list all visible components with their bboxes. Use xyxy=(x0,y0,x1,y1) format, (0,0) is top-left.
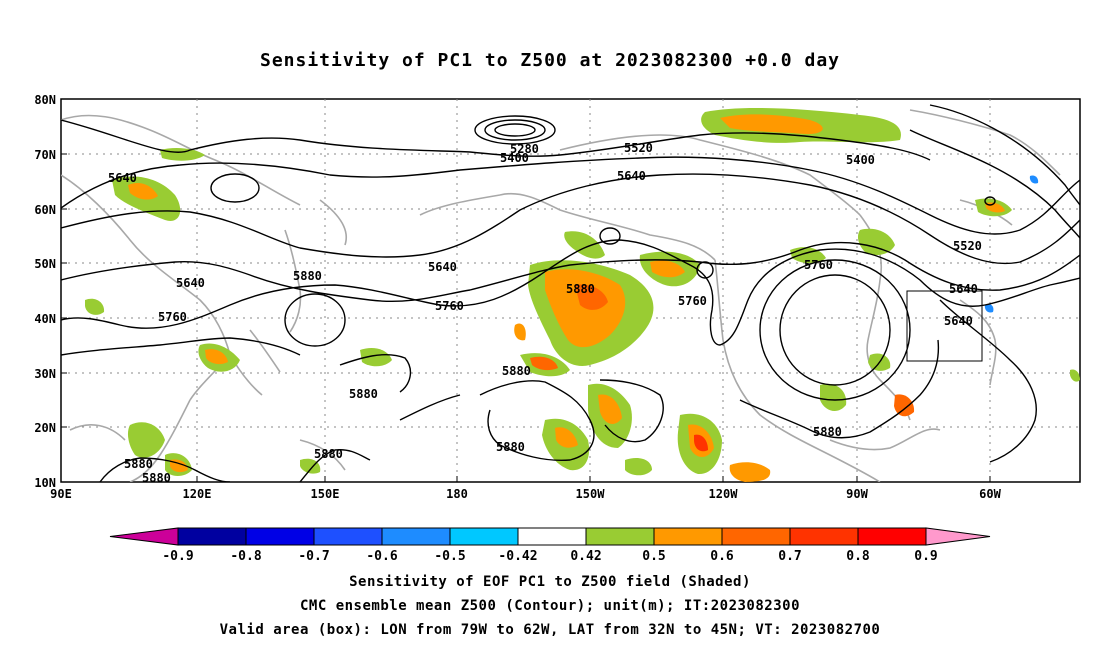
caption-line-2: CMC ensemble mean Z500 (Contour); unit(m… xyxy=(299,598,800,614)
lat-label: 30N xyxy=(34,367,56,381)
contour-label: 5760 xyxy=(678,294,707,308)
colorbar-tick-label: 0.8 xyxy=(846,549,870,564)
colorbar-tick-label: -0.9 xyxy=(162,549,193,564)
colorbar-tick-label: -0.42 xyxy=(498,549,537,564)
contour-label: 5520 xyxy=(624,141,653,155)
lon-label: 120E xyxy=(183,487,212,501)
contour-label: 5880 xyxy=(502,364,531,378)
lat-label: 60N xyxy=(34,203,56,217)
colorbar-tick-label: -0.5 xyxy=(434,549,465,564)
lat-label: 10N xyxy=(34,476,56,490)
contour-label: 5880 xyxy=(142,471,171,485)
lon-label: 150W xyxy=(576,487,606,501)
contour-label: 5880 xyxy=(496,440,525,454)
caption-line-3: Valid area (box): LON from 79W to 62W, L… xyxy=(219,622,881,638)
colorbar-tick-label: 0.42 xyxy=(570,549,601,564)
caption-line-1: Sensitivity of EOF PC1 to Z500 field (Sh… xyxy=(349,574,751,590)
contour-label: 5760 xyxy=(435,299,464,313)
colorbar-high-arrow xyxy=(925,527,991,546)
contour-label: 5640 xyxy=(617,169,646,183)
contour-label: 5640 xyxy=(944,314,973,328)
colorbar-swatch xyxy=(585,527,655,546)
colorbar-swatch xyxy=(177,527,247,546)
contour-label: 5400 xyxy=(500,151,529,165)
lon-label: 90W xyxy=(846,487,868,501)
colorbar-tick-label: -0.6 xyxy=(366,549,397,564)
contour-label: 5880 xyxy=(566,282,595,296)
contour-label: 5520 xyxy=(953,239,982,253)
colorbar-swatch xyxy=(857,527,927,546)
z500-contours xyxy=(61,104,1080,482)
colorbar-swatch xyxy=(653,527,723,546)
colorbar-swatch xyxy=(789,527,859,546)
contour-label: 5880 xyxy=(314,447,343,461)
longitude-labels: 90E 120E 150E 180 150W 120W 90W 60W xyxy=(50,487,1001,501)
contour-label: 5640 xyxy=(176,276,205,290)
contour-label: 5880 xyxy=(813,425,842,439)
colorbar-swatch xyxy=(517,527,587,546)
contour-label: 5760 xyxy=(158,310,187,324)
lat-label: 80N xyxy=(34,93,56,107)
lon-label: 60W xyxy=(979,487,1001,501)
lon-label: 90E xyxy=(50,487,72,501)
axis-ticks xyxy=(61,98,991,482)
colorbar-tick-label: 0.9 xyxy=(914,549,937,564)
colorbar-swatch xyxy=(449,527,519,546)
contour-label: 5880 xyxy=(124,457,153,471)
lat-label: 40N xyxy=(34,312,56,326)
contour-label: 5880 xyxy=(293,269,322,283)
colorbar-swatch xyxy=(245,527,315,546)
lon-label: 180 xyxy=(446,487,468,501)
colorbar-tick-label: 0.5 xyxy=(642,549,665,564)
contour-label: 5400 xyxy=(846,153,875,167)
lon-label: 120W xyxy=(709,487,739,501)
contour-label: 5640 xyxy=(949,282,978,296)
colorbar-tick-label: -0.7 xyxy=(298,549,329,564)
colorbar-tick-label: 0.6 xyxy=(710,549,734,564)
colorbar-tick-label: -0.8 xyxy=(230,549,261,564)
colorbar-low-arrow xyxy=(109,527,179,546)
contour-label: 5880 xyxy=(349,387,378,401)
latitude-labels: 80N 70N 60N 50N 40N 30N 20N 10N xyxy=(34,93,56,490)
lat-label: 70N xyxy=(34,148,56,162)
colorbar-swatch xyxy=(721,527,791,546)
colorbar-swatch xyxy=(381,527,451,546)
contour-label: 5760 xyxy=(804,258,833,272)
sensitivity-shading xyxy=(85,108,1080,482)
lon-label: 150E xyxy=(311,487,340,501)
colorbar-tick-label: 0.7 xyxy=(778,549,801,564)
lat-lon-gridlines xyxy=(61,99,1080,482)
colorbar: -0.9 -0.8 -0.7 -0.6 -0.5 -0.42 0.42 0.5 0.6 0.7 0.… xyxy=(109,527,991,564)
lat-label: 50N xyxy=(34,257,56,271)
lat-label: 20N xyxy=(34,421,56,435)
contour-label: 5640 xyxy=(108,171,137,185)
contour-labels: 5640 5280 5400 5520 5640 5400 5520 5640 … xyxy=(108,141,982,485)
valid-area-box xyxy=(906,290,983,362)
contour-label: 5280 xyxy=(510,142,539,156)
map-title: Sensitivity of PC1 to Z500 at 2023082300… xyxy=(259,50,840,71)
colorbar-swatch xyxy=(313,527,383,546)
contour-label: 5640 xyxy=(428,260,457,274)
